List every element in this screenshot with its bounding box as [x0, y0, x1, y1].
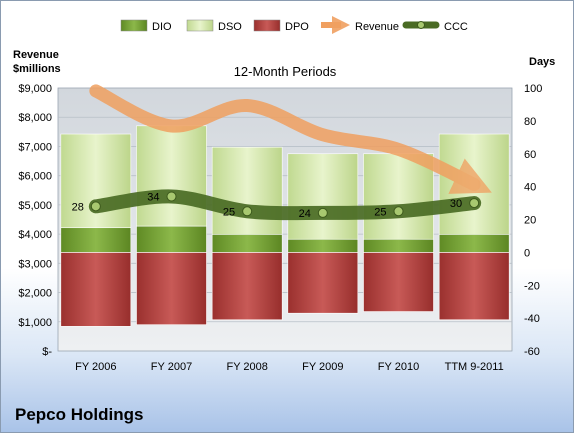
ccc-data-label: 25	[374, 206, 386, 218]
legend-label-dpo: DPO	[285, 21, 309, 33]
left-tick-label: $1,000	[18, 317, 52, 329]
right-tick-label: 0	[524, 247, 530, 259]
ccc-point	[317, 207, 328, 218]
legend-swatch-dio	[120, 19, 148, 32]
x-tick-label: FY 2010	[378, 361, 419, 373]
bar-dio	[136, 225, 207, 253]
legend-label-ccc: CCC	[444, 21, 468, 33]
right-tick-label: 20	[524, 215, 536, 227]
bar-dio	[438, 233, 510, 253]
revenue-line	[89, 84, 492, 194]
bar-dso	[136, 125, 207, 227]
left-tick-label: $6,000	[18, 171, 52, 183]
left-tick-label: $9,000	[18, 83, 52, 95]
chart-title: 12-Month Periods	[234, 64, 337, 79]
bar-dpo	[136, 252, 207, 325]
ccc-point	[166, 191, 177, 202]
left-tick-label: $7,000	[18, 141, 52, 153]
ccc-point	[90, 201, 101, 212]
bar-dpo	[211, 252, 283, 321]
bar-dio	[287, 238, 359, 253]
right-tick-label: -40	[524, 313, 540, 325]
ccc-point	[393, 206, 404, 217]
ccc-line	[88, 189, 482, 221]
legend-swatch-ccc-point	[417, 21, 425, 29]
bar-dso	[211, 146, 283, 235]
bar-dso	[363, 153, 434, 240]
x-tick-label: FY 2008	[226, 361, 267, 373]
x-tick-label: TTM 9-2011	[445, 361, 504, 373]
ccc-data-label: 24	[299, 208, 311, 220]
bar-dpo	[60, 252, 132, 327]
ccc-data-label: 28	[72, 201, 84, 213]
bar-dio	[211, 233, 283, 253]
bar-dio	[363, 238, 434, 253]
bar-dio	[60, 227, 132, 253]
left-tick-label: $-	[42, 346, 52, 358]
bar-dpo	[438, 252, 510, 321]
left-tick-label: $4,000	[18, 229, 52, 241]
right-tick-label: 100	[524, 83, 542, 95]
y-axis-title-left: Revenue	[13, 49, 59, 61]
ccc-data-label: 30	[450, 198, 462, 210]
right-tick-label: 80	[524, 116, 536, 128]
left-tick-label: $5,000	[18, 200, 52, 212]
y-axis-title-left-units: $millions	[13, 63, 61, 75]
ccc-data-label: 25	[223, 206, 235, 218]
company-name: Pepco Holdings	[15, 405, 144, 424]
right-tick-label: -60	[524, 346, 540, 358]
x-tick-label: FY 2007	[151, 361, 192, 373]
right-tick-label: 40	[524, 182, 536, 194]
left-tick-label: $2,000	[18, 288, 52, 300]
legend-swatch-dpo	[253, 19, 281, 32]
left-tick-label: $3,000	[18, 258, 52, 270]
right-tick-label: 60	[524, 149, 536, 161]
legend-label-dso: DSO	[218, 21, 242, 33]
left-tick-label: $8,000	[18, 112, 52, 124]
legend-label-revenue: Revenue	[355, 21, 399, 33]
ccc-data-label: 34	[147, 191, 159, 203]
ccc-point	[242, 206, 253, 217]
bar-dpo	[363, 252, 434, 312]
legend-label-dio: DIO	[152, 21, 172, 33]
bar-dpo	[287, 252, 359, 314]
x-tick-label: FY 2006	[75, 361, 116, 373]
y-axis-title-right: Days	[529, 56, 555, 68]
bar-dso	[287, 153, 359, 240]
legend-swatch-dso	[186, 19, 214, 32]
x-tick-label: FY 2009	[302, 361, 343, 373]
ccc-point	[469, 198, 480, 209]
bar-dso	[60, 133, 132, 229]
right-tick-label: -20	[524, 280, 540, 292]
